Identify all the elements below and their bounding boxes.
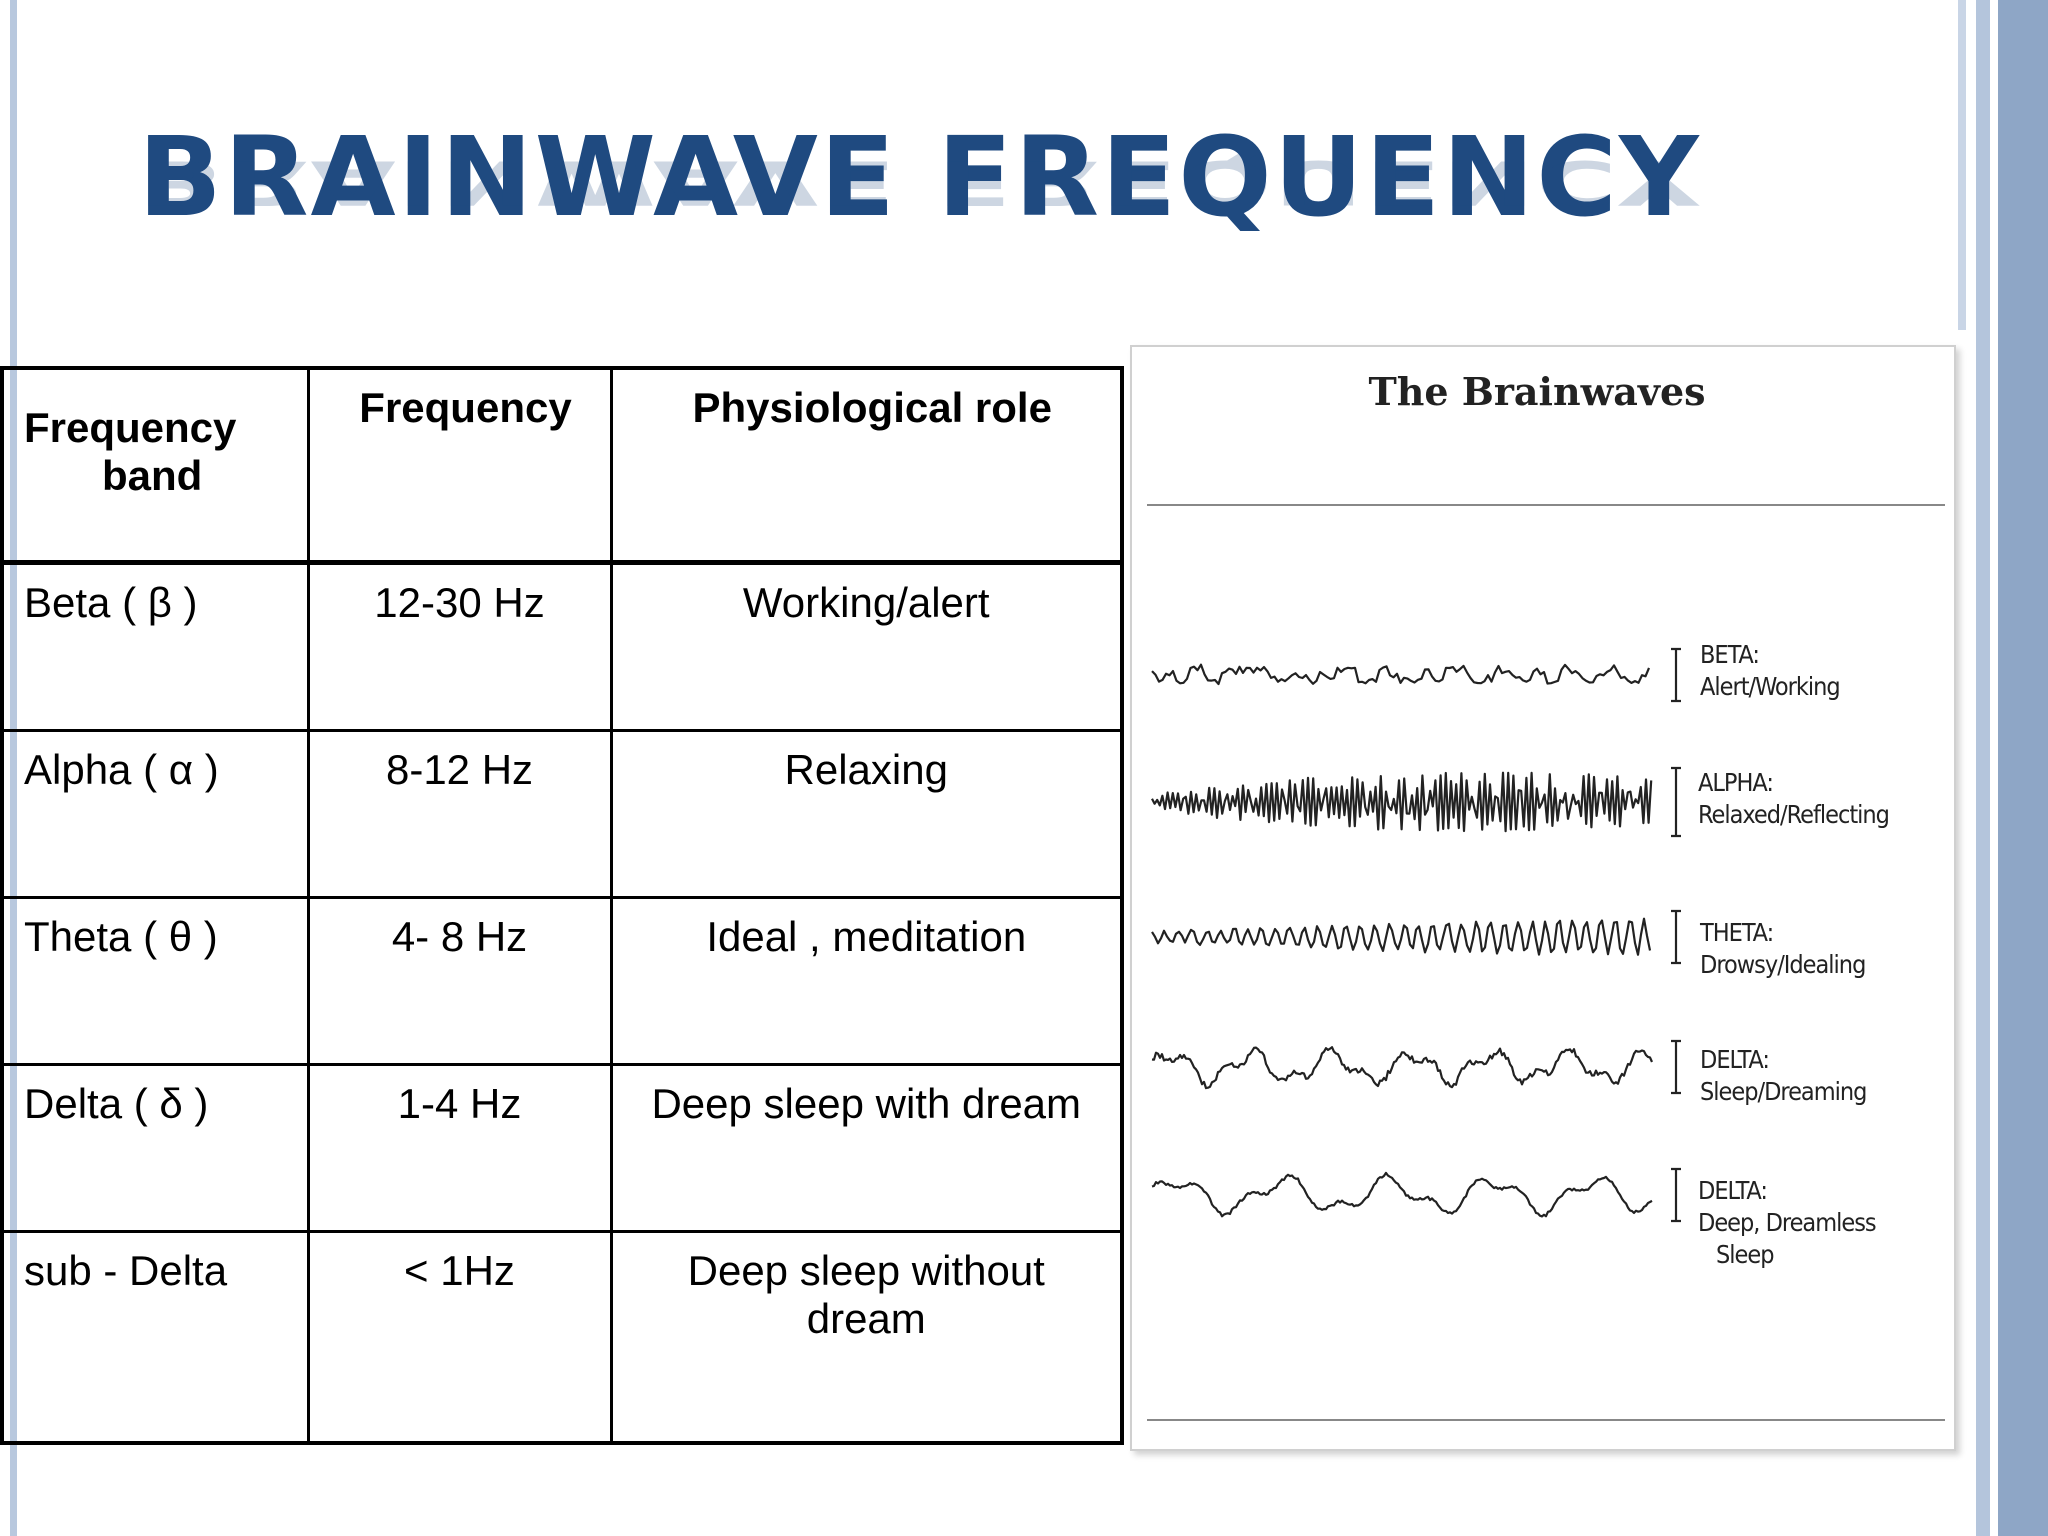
slide-title: BRAINWAVE FREQUENCY [138, 113, 1701, 241]
scale-bracket [1671, 1167, 1681, 1223]
scale-bracket [1671, 1039, 1681, 1095]
cell-role: Working/alert [609, 561, 1124, 732]
table-row: sub - Delta < 1Hz Deep sleep without dre… [0, 1230, 1124, 1445]
wave-label-delta-deep: DELTA: Deep, Dreamless Sleep [1698, 1176, 1877, 1269]
deep-delta-wave [1151, 1171, 1653, 1218]
cell-band: Theta ( θ ) [0, 896, 310, 1066]
cell-band: Beta ( β ) [0, 561, 310, 732]
table-row: Delta ( δ ) 1-4 Hz Deep sleep with dream [0, 1063, 1124, 1233]
wave-label-theta: THETA: Drowsy/Idealing [1700, 918, 1866, 979]
header-physiological-role: Physiological role [609, 366, 1124, 564]
right-decorative-bar [1976, 0, 1990, 1536]
cell-role: Ideal , meditation [609, 896, 1124, 1066]
brainwaves-figure: The Brainwaves BETA: Alert/Working ALPHA… [1130, 345, 1956, 1451]
table-row: Beta ( β ) 12-30 Hz Working/alert [0, 561, 1124, 732]
cell-band: Alpha ( α ) [0, 729, 310, 899]
cell-band: sub - Delta [0, 1230, 310, 1445]
delta-wave [1151, 1046, 1654, 1090]
cell-role: Relaxing [609, 729, 1124, 899]
alpha-wave [1151, 771, 1653, 833]
cell-frequency: 12-30 Hz [306, 561, 613, 732]
wave-label-alpha: ALPHA: Relaxed/Reflecting [1698, 768, 1890, 829]
cell-role-line1: Deep sleep without [687, 1247, 1045, 1294]
cell-role: Deep sleep without dream [609, 1230, 1124, 1445]
cell-role: Deep sleep with dream [609, 1063, 1124, 1233]
wave-label-delta: DELTA: Sleep/Dreaming [1700, 1045, 1867, 1106]
theta-wave [1151, 917, 1652, 956]
figure-bottom-rule [1147, 1419, 1945, 1421]
scale-bracket [1671, 647, 1681, 703]
beta-wave [1151, 663, 1651, 686]
scale-bracket [1671, 909, 1681, 965]
table-row: Theta ( θ ) 4- 8 Hz Ideal , meditation [0, 896, 1124, 1066]
cell-role-line2: dream [806, 1295, 926, 1342]
cell-frequency: 4- 8 Hz [306, 896, 613, 1066]
right-decorative-rule [1958, 0, 1966, 330]
header-frequency: Frequency [306, 366, 613, 564]
cell-band: Delta ( δ ) [0, 1063, 310, 1233]
header-band-line1: Frequency [24, 404, 237, 451]
header-frequency-band: Frequency band [0, 366, 310, 564]
cell-frequency: 1-4 Hz [306, 1063, 613, 1233]
cell-frequency: < 1Hz [306, 1230, 613, 1445]
scale-bracket [1671, 766, 1681, 838]
right-decorative-bar-wide [1998, 0, 2048, 1536]
table-header-row: Frequency band Frequency Physiological r… [0, 366, 1124, 564]
wave-label-beta: BETA: Alert/Working [1700, 640, 1841, 701]
table-row: Alpha ( α ) 8-12 Hz Relaxing [0, 729, 1124, 899]
figure-top-rule [1147, 504, 1945, 506]
header-band-line2: band [102, 452, 203, 499]
brainwave-frequency-table: Frequency band Frequency Physiological r… [0, 366, 1124, 1445]
figure-title: The Brainwaves [1368, 369, 1706, 414]
cell-frequency: 8-12 Hz [306, 729, 613, 899]
waveform-drawing [1151, 647, 1681, 1223]
